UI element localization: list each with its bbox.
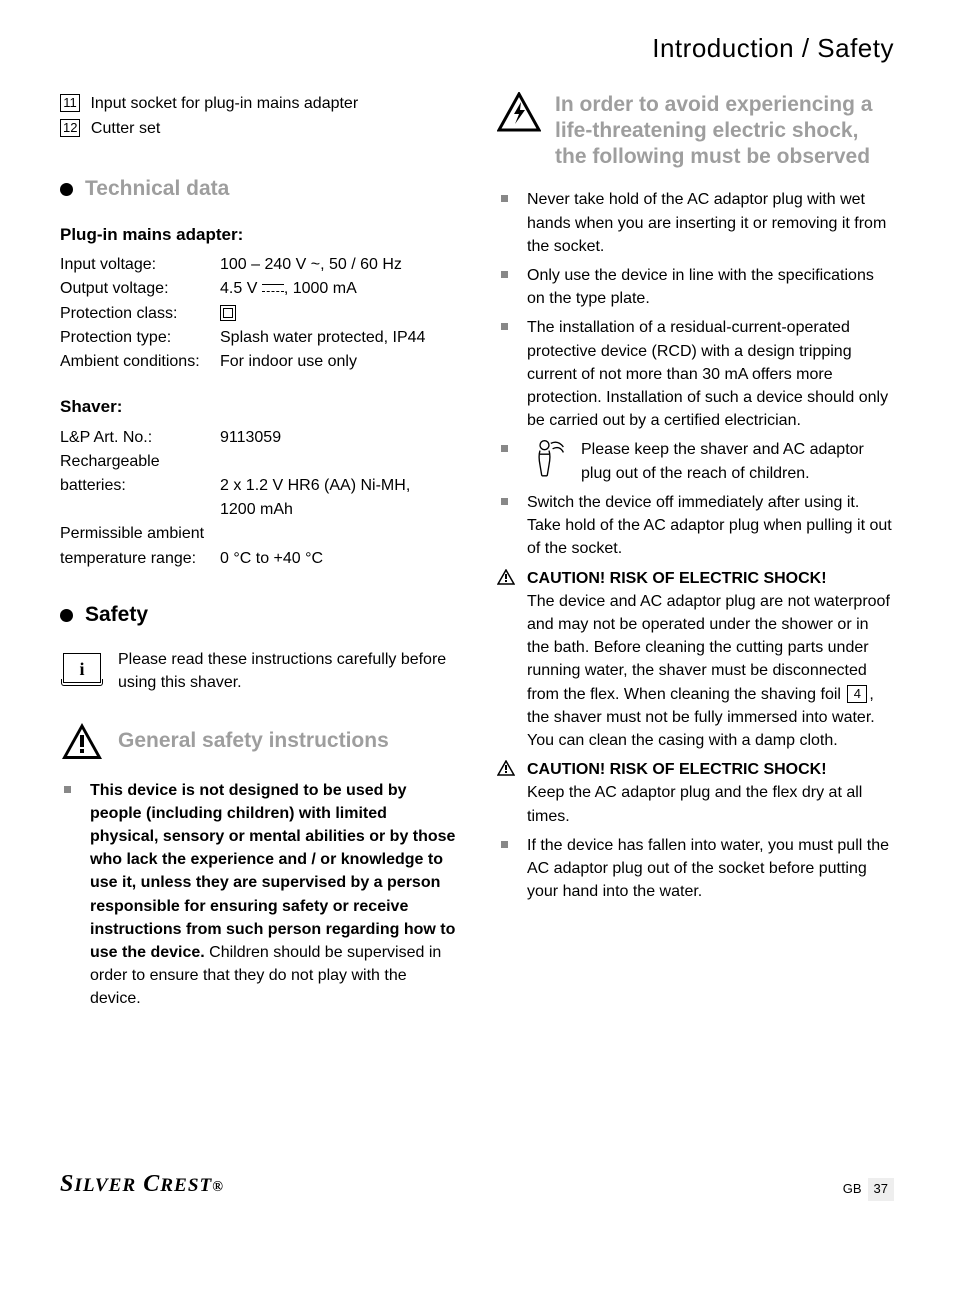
spec-value: Splash water protected, IP44 bbox=[220, 326, 457, 349]
spec-value: 0 °C to +40 °C bbox=[220, 547, 457, 570]
part-label: Input socket for plug-in mains adapter bbox=[90, 95, 358, 112]
page-number: GB37 bbox=[843, 1178, 894, 1201]
right-column: In order to avoid experiencing a life-th… bbox=[497, 92, 894, 1017]
shock-triangle-icon bbox=[497, 92, 541, 132]
spec-label: Input voltage: bbox=[60, 253, 220, 276]
technical-data-heading: Technical data bbox=[60, 174, 457, 204]
list-item: Only use the device in line with the spe… bbox=[497, 264, 894, 310]
parts-list: 11 Input socket for plug-in mains adapte… bbox=[60, 92, 457, 140]
spec-label: Rechargeable bbox=[60, 450, 220, 473]
part-item: 12 Cutter set bbox=[60, 117, 457, 140]
list-item: Please keep the shaver and AC adaptor pl… bbox=[497, 438, 894, 485]
list-item: Never take hold of the AC adaptor plug w… bbox=[497, 188, 894, 258]
safety-intro-row: Please read these instructions carefully… bbox=[60, 648, 457, 694]
shock-warning-list: Never take hold of the AC adaptor plug w… bbox=[497, 188, 894, 903]
spec-value: For indoor use only bbox=[220, 350, 457, 373]
spec-label: L&P Art. No.: bbox=[60, 426, 220, 449]
spec-value: 2 x 1.2 V HR6 (AA) Ni-MH, bbox=[220, 474, 457, 497]
spec-label: Protection class: bbox=[60, 302, 220, 325]
caution-triangle-icon bbox=[497, 758, 515, 828]
part-item: 11 Input socket for plug-in mains adapte… bbox=[60, 92, 457, 115]
caution-block: CAUTION! RISK OF ELECTRIC SHOCK! The dev… bbox=[497, 567, 894, 753]
list-item: This device is not designed to be used b… bbox=[60, 779, 457, 1011]
shaver-subhead: Shaver: bbox=[60, 395, 457, 420]
spec-label: batteries: bbox=[60, 474, 220, 497]
dc-symbol-icon bbox=[262, 284, 284, 294]
caution-block: CAUTION! RISK OF ELECTRIC SHOCK! Keep th… bbox=[497, 758, 894, 828]
adapter-specs: Input voltage: 100 – 240 V ~, 50 / 60 Hz… bbox=[60, 253, 457, 373]
warning-triangle-icon bbox=[60, 721, 104, 761]
safety-heading: Safety bbox=[60, 600, 457, 630]
part-ref-4: 4 bbox=[847, 685, 867, 703]
spec-label: Output voltage: bbox=[60, 277, 220, 300]
bullet-icon bbox=[60, 183, 73, 196]
class2-symbol-icon bbox=[220, 305, 236, 321]
spec-value: 100 – 240 V ~, 50 / 60 Hz bbox=[220, 253, 457, 276]
part-ref-11: 11 bbox=[60, 94, 80, 112]
part-label: Cutter set bbox=[91, 120, 160, 137]
caution-triangle-icon bbox=[497, 567, 515, 753]
general-safety-heading: General safety instructions bbox=[60, 721, 457, 761]
page-header: Introduction / Safety bbox=[60, 30, 894, 68]
safety-intro-text: Please read these instructions carefully… bbox=[118, 648, 457, 694]
spec-value: 1200 mAh bbox=[220, 498, 457, 521]
page-footer: SILVER CREST® GB37 bbox=[60, 1167, 894, 1202]
spec-value: 9113059 bbox=[220, 426, 457, 449]
spec-label: Protection type: bbox=[60, 326, 220, 349]
left-column: 11 Input socket for plug-in mains adapte… bbox=[60, 92, 457, 1017]
list-item: If the device has fallen into water, you… bbox=[497, 834, 894, 904]
list-item: The installation of a residual-current-o… bbox=[497, 316, 894, 432]
spec-value bbox=[220, 302, 457, 325]
shock-warning-heading: In order to avoid experiencing a life-th… bbox=[497, 92, 894, 171]
spec-value: 4.5 V , 1000 mA bbox=[220, 277, 457, 300]
list-item: Switch the device off immediately after … bbox=[497, 491, 894, 561]
shaver-specs: L&P Art. No.: 9113059 Rechargeable batte… bbox=[60, 426, 457, 570]
brand-logo: SILVER CREST® bbox=[60, 1167, 224, 1202]
part-ref-12: 12 bbox=[60, 119, 80, 137]
adapter-subhead: Plug-in mains adapter: bbox=[60, 223, 457, 248]
caution-heading: CAUTION! RISK OF ELECTRIC SHOCK! bbox=[527, 761, 827, 778]
spec-label: Ambient conditions: bbox=[60, 350, 220, 373]
manual-icon bbox=[60, 648, 104, 688]
spec-label: Permissible ambient bbox=[60, 522, 220, 545]
spec-label: temperature range: bbox=[60, 547, 220, 570]
bullet-icon bbox=[60, 609, 73, 622]
keep-from-children-icon bbox=[527, 438, 571, 485]
caution-heading: CAUTION! RISK OF ELECTRIC SHOCK! bbox=[527, 570, 827, 587]
general-safety-list: This device is not designed to be used b… bbox=[60, 779, 457, 1011]
